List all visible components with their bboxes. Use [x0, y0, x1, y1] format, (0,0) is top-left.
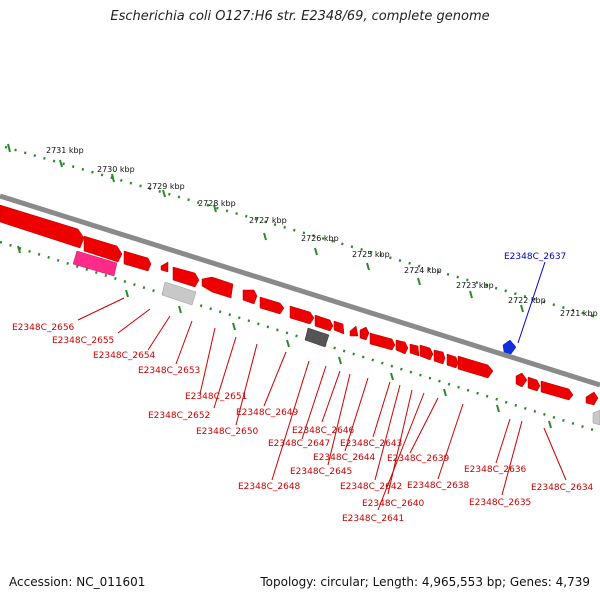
- gene-label[interactable]: E2348C_2648: [238, 482, 301, 492]
- gene-labels: E2348C_2637 E2348C_2656 E2348C_2655 E234…: [12, 252, 594, 524]
- gene-arrow: [333, 320, 345, 335]
- genome-summary-text: Topology: circular; Length: 4,965,553 bp…: [260, 575, 590, 589]
- other-feature: [304, 327, 330, 348]
- gene-arrow: [419, 344, 434, 361]
- pseudo-feature: [161, 281, 197, 306]
- gene-label[interactable]: E2348C_2650: [196, 427, 259, 437]
- gene-arrow: [314, 314, 334, 332]
- gene-arrow: [123, 250, 152, 272]
- scale-label: 2728 kbp: [198, 199, 236, 208]
- gene-label[interactable]: E2348C_2637: [504, 252, 566, 262]
- gene-label[interactable]: E2348C_2644: [313, 453, 376, 463]
- gene-arrow: [359, 326, 370, 341]
- outer-major-ticks: [7, 143, 524, 313]
- gene-arrow: [289, 305, 315, 325]
- scale-label: 2727 kbp: [249, 216, 287, 225]
- gene-arrow: [242, 289, 258, 305]
- gene-arrow: [446, 353, 459, 369]
- rna-feature: [72, 250, 118, 277]
- scale-label: 2721 kbp: [560, 309, 598, 318]
- gene-label[interactable]: E2348C_2647: [268, 439, 330, 449]
- gene-label[interactable]: E2348C_2654: [93, 351, 156, 361]
- gene-label[interactable]: E2348C_2649: [236, 408, 299, 418]
- gene-label[interactable]: E2348C_2638: [407, 481, 470, 491]
- gene-label[interactable]: E2348C_2656: [12, 323, 75, 333]
- scale-label: 2725 kbp: [352, 250, 390, 259]
- scale-label: 2722 kbp: [508, 296, 546, 305]
- accession-text: Accession: NC_011601: [9, 575, 146, 589]
- gene-label[interactable]: E2348C_2636: [464, 465, 527, 475]
- genome-title: Escherichia coli O127:H6 str. E2348/69, …: [110, 9, 490, 24]
- gene-label[interactable]: E2348C_2635: [469, 498, 531, 508]
- scale-label: 2726 kbp: [301, 234, 339, 243]
- gene-label[interactable]: E2348C_2646: [292, 426, 355, 436]
- gene-label[interactable]: E2348C_2653: [138, 366, 200, 376]
- scale-label: 2731 kbp: [46, 146, 84, 155]
- gene-arrow: [0, 204, 85, 249]
- gene-arrow: [349, 325, 359, 337]
- pseudo-feature: [592, 409, 600, 426]
- gene-arrow: [395, 339, 409, 355]
- gene-arrow: [457, 355, 494, 379]
- gene-arrow: [527, 376, 541, 392]
- gene-arrow: [409, 343, 420, 357]
- highlighted-gene: [502, 339, 517, 355]
- gene-arrow: [201, 276, 234, 299]
- gene-features: [0, 204, 600, 426]
- gene-label[interactable]: E2348C_2639: [387, 454, 450, 464]
- gene-label[interactable]: E2348C_2643: [340, 439, 402, 449]
- gene-arrow: [585, 391, 599, 406]
- gene-arrow: [369, 332, 396, 351]
- scale-label: 2724 kbp: [404, 266, 442, 275]
- scale-labels: 2731 kbp 2730 kbp 2729 kbp 2728 kbp 2727…: [46, 146, 598, 318]
- gene-arrow: [515, 372, 528, 388]
- gene-arrow: [433, 349, 446, 365]
- genome-backbone: [0, 193, 600, 388]
- label-leader-lines: [77, 261, 567, 511]
- gene-label[interactable]: E2348C_2634: [531, 483, 594, 493]
- gene-label[interactable]: E2348C_2652: [148, 411, 210, 421]
- gene-arrow: [540, 380, 574, 401]
- gene-label[interactable]: E2348C_2640: [362, 499, 425, 509]
- gene-arrow: [172, 266, 200, 288]
- scale-label: 2730 kbp: [97, 165, 135, 174]
- gene-label[interactable]: E2348C_2655: [52, 336, 114, 346]
- gene-arrow: [83, 235, 123, 263]
- scale-label: 2729 kbp: [147, 182, 185, 191]
- gene-label[interactable]: E2348C_2645: [290, 467, 352, 477]
- gene-arrow: [259, 296, 285, 315]
- inner-major-ticks: [17, 245, 552, 429]
- gene-label[interactable]: E2348C_2651: [185, 392, 247, 402]
- gene-arrow: [160, 261, 169, 273]
- gene-label[interactable]: E2348C_2641: [342, 514, 404, 524]
- gene-label[interactable]: E2348C_2642: [340, 482, 402, 492]
- scale-label: 2723 kbp: [456, 281, 494, 290]
